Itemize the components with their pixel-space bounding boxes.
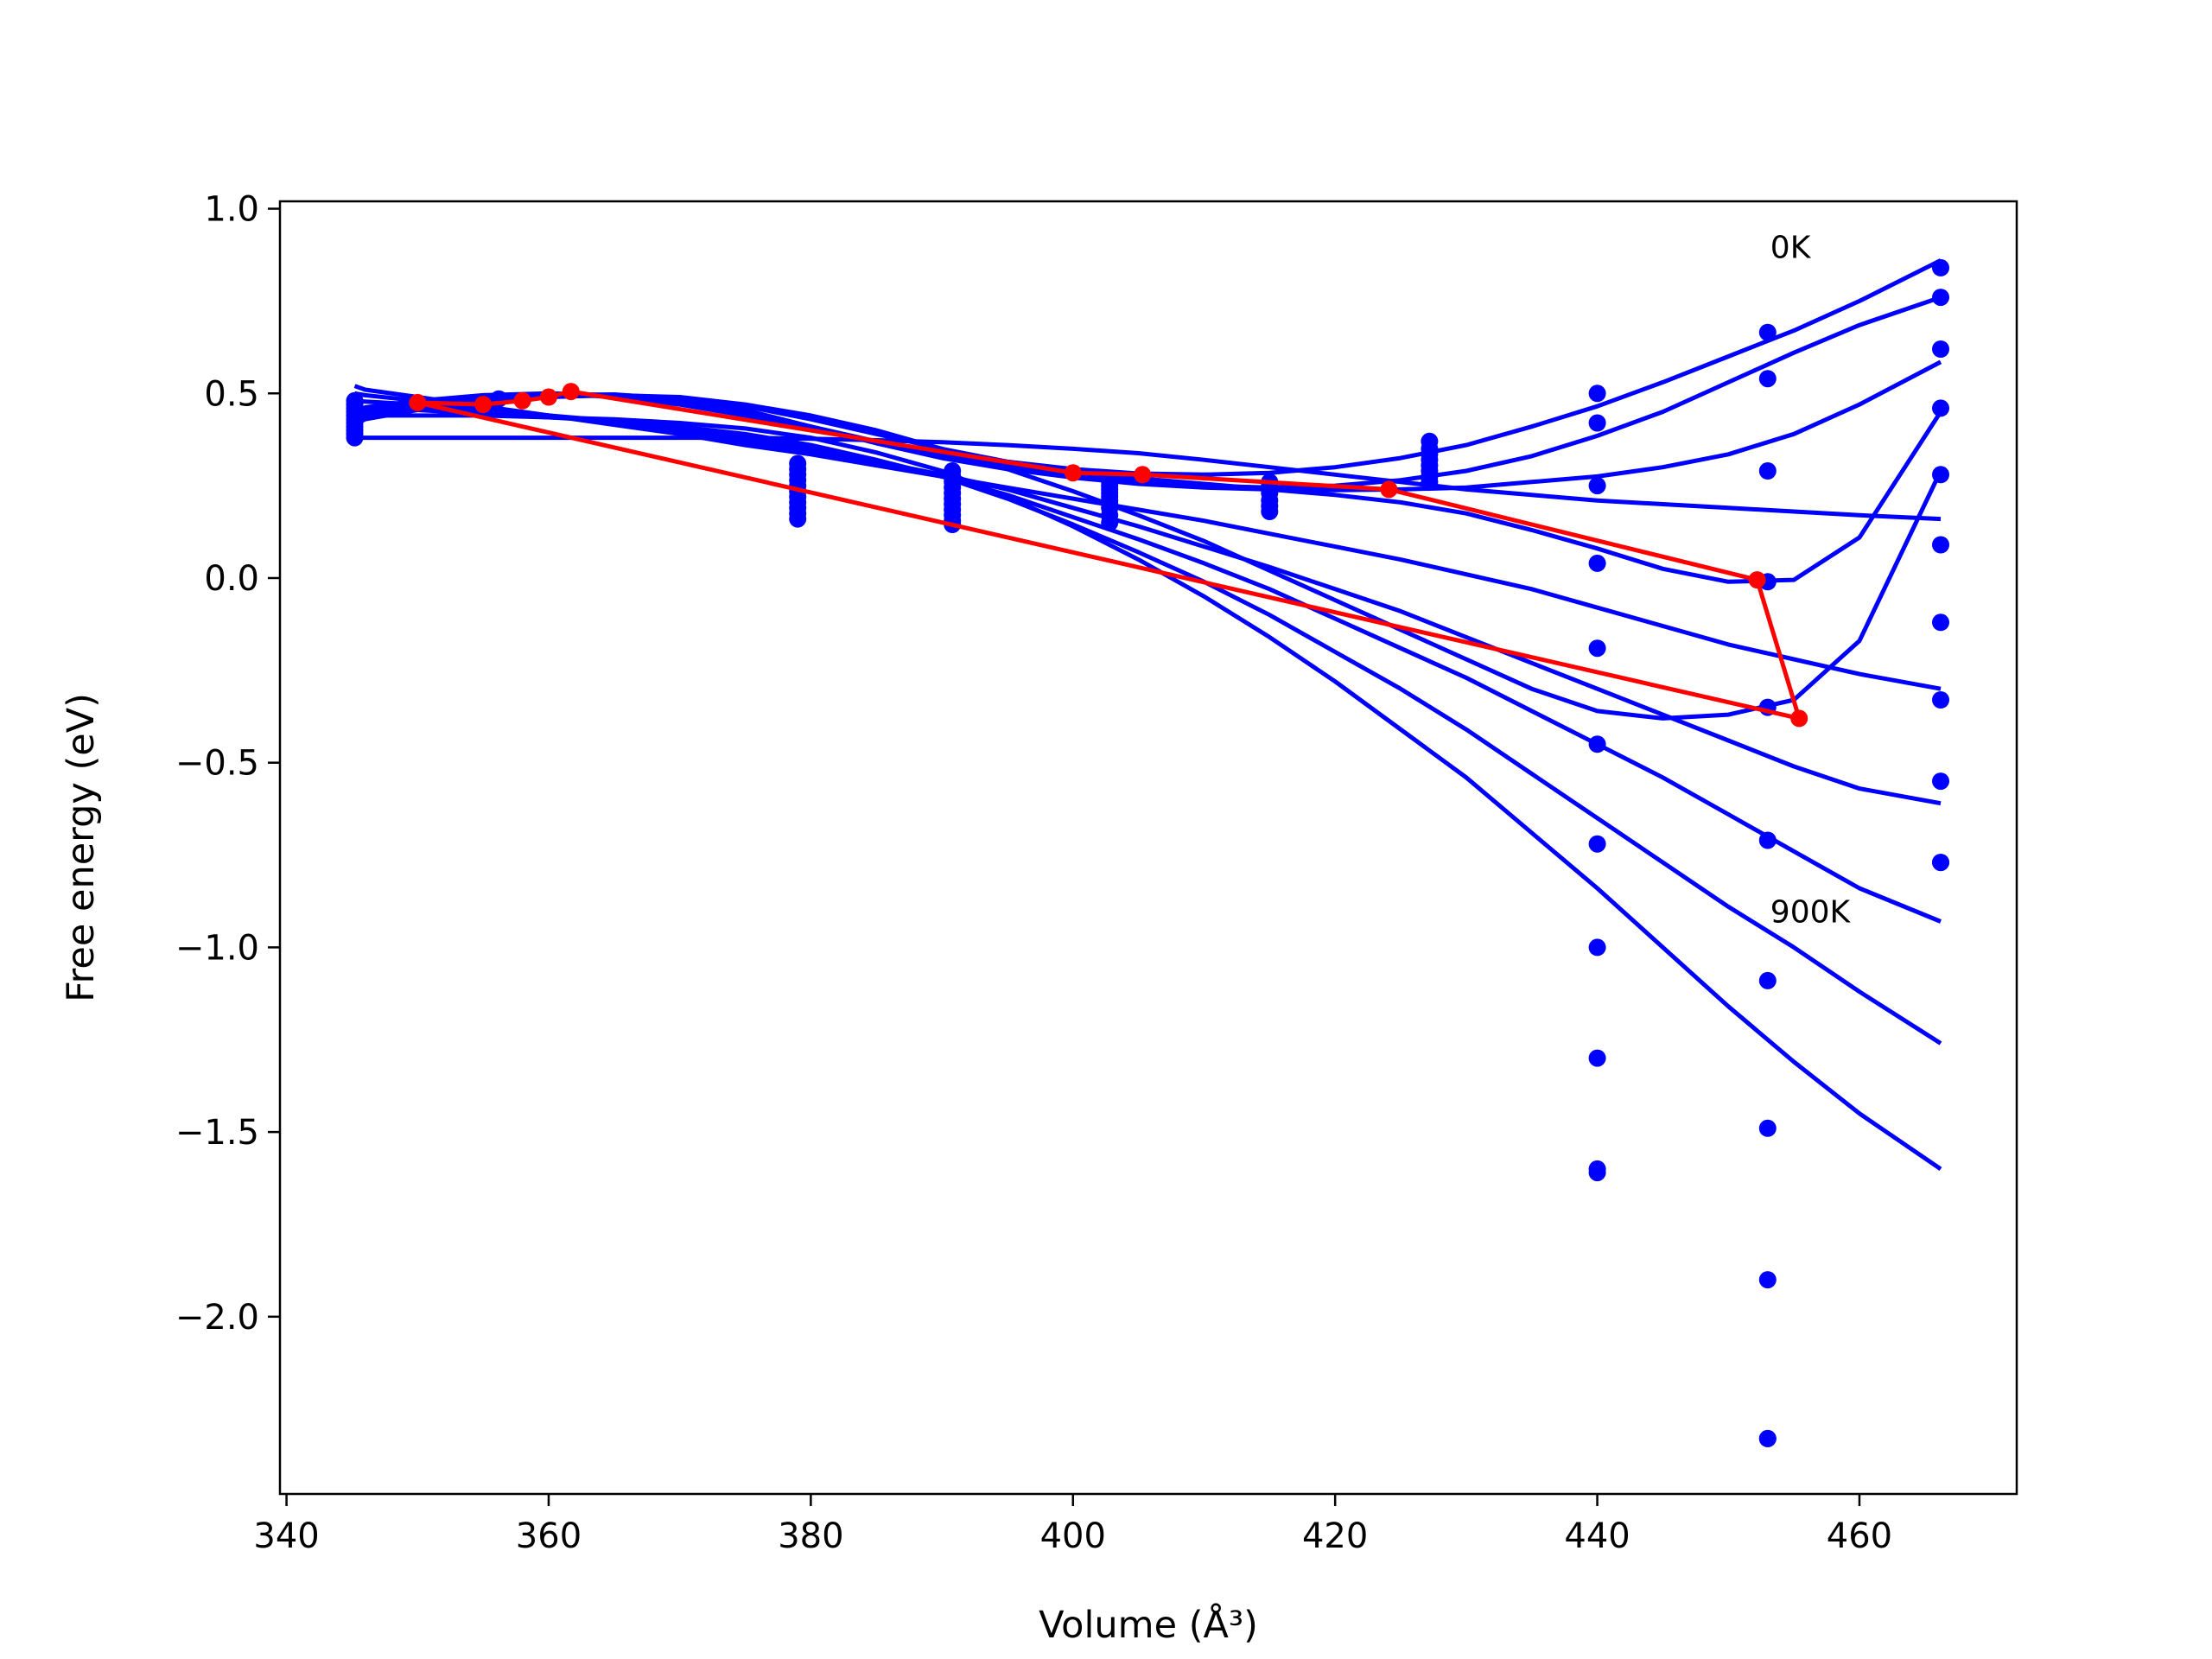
minimum-point [474,396,493,414]
data-point [1588,835,1606,853]
minimum-point [513,391,531,410]
data-point [1588,477,1606,495]
data-point [1588,938,1606,957]
data-point [1588,414,1606,432]
data-point [1588,554,1606,572]
y-tick-label: 0.0 [204,559,259,599]
minimum-point [540,388,557,406]
data-point [1758,1429,1777,1447]
data-point [1758,971,1777,989]
minimum-point [1134,466,1152,484]
minimum-point [1790,709,1808,728]
data-point [1932,466,1949,484]
y-axis-ticks: 1.0 0.5 0.0 −0.5 −1.0 −1.5 −2.0 [175,190,280,1338]
annotation-0k: 0K [1770,230,1812,265]
data-point [1261,503,1279,520]
y-tick-label: −0.5 [175,744,259,784]
x-axis-ticks: 340 360 380 400 420 440 460 [253,1494,1892,1556]
annotation-900k: 900K [1770,895,1852,931]
data-point [1588,1049,1606,1067]
data-point [1758,370,1777,388]
data-point [1932,340,1949,358]
data-point [1588,639,1606,658]
data-point [1932,691,1949,709]
data-point [1758,1119,1777,1137]
y-tick-label: 1.0 [204,190,259,230]
data-point [1932,854,1949,872]
data-point [1932,399,1949,417]
x-tick-label: 420 [1302,1516,1368,1556]
data-point [1758,323,1777,341]
data-point [1932,613,1949,632]
data-point [1932,289,1949,307]
minima-path [409,383,1808,728]
data-point [1588,735,1606,753]
minimum-point [1380,480,1398,499]
data-point [346,429,364,447]
minimum-point [409,393,427,411]
fit-curve-9 [354,413,1942,1171]
y-tick-label: −1.5 [175,1113,259,1153]
y-tick-label: −1.0 [175,928,259,968]
data-point [1421,473,1439,491]
data-point [1932,258,1949,276]
y-tick-label: −2.0 [175,1298,259,1338]
data-point [1758,831,1777,849]
x-tick-label: 400 [1040,1516,1106,1556]
y-axis-label: Free energy (eV) [60,693,103,1002]
x-tick-label: 440 [1564,1516,1630,1556]
x-tick-label: 340 [253,1516,319,1556]
data-point [1758,462,1777,480]
minimum-point [1748,571,1766,589]
data-point [1588,1164,1606,1182]
data-point [1758,1271,1777,1289]
data-point [1932,772,1949,791]
data-point [1932,536,1949,554]
y-tick-label: 0.5 [204,374,259,414]
data-point [1101,513,1119,531]
plot-frame [278,200,2018,1496]
minimum-point [1064,464,1082,482]
minimum-point [562,383,580,401]
x-axis-label: Volume (Å³) [1039,1603,1258,1647]
fit-curve-10 [354,435,1942,522]
x-tick-label: 360 [516,1516,582,1556]
x-tick-label: 460 [1827,1516,1892,1556]
data-point [789,510,807,528]
data-point [1588,385,1606,403]
x-tick-label: 380 [778,1516,843,1556]
